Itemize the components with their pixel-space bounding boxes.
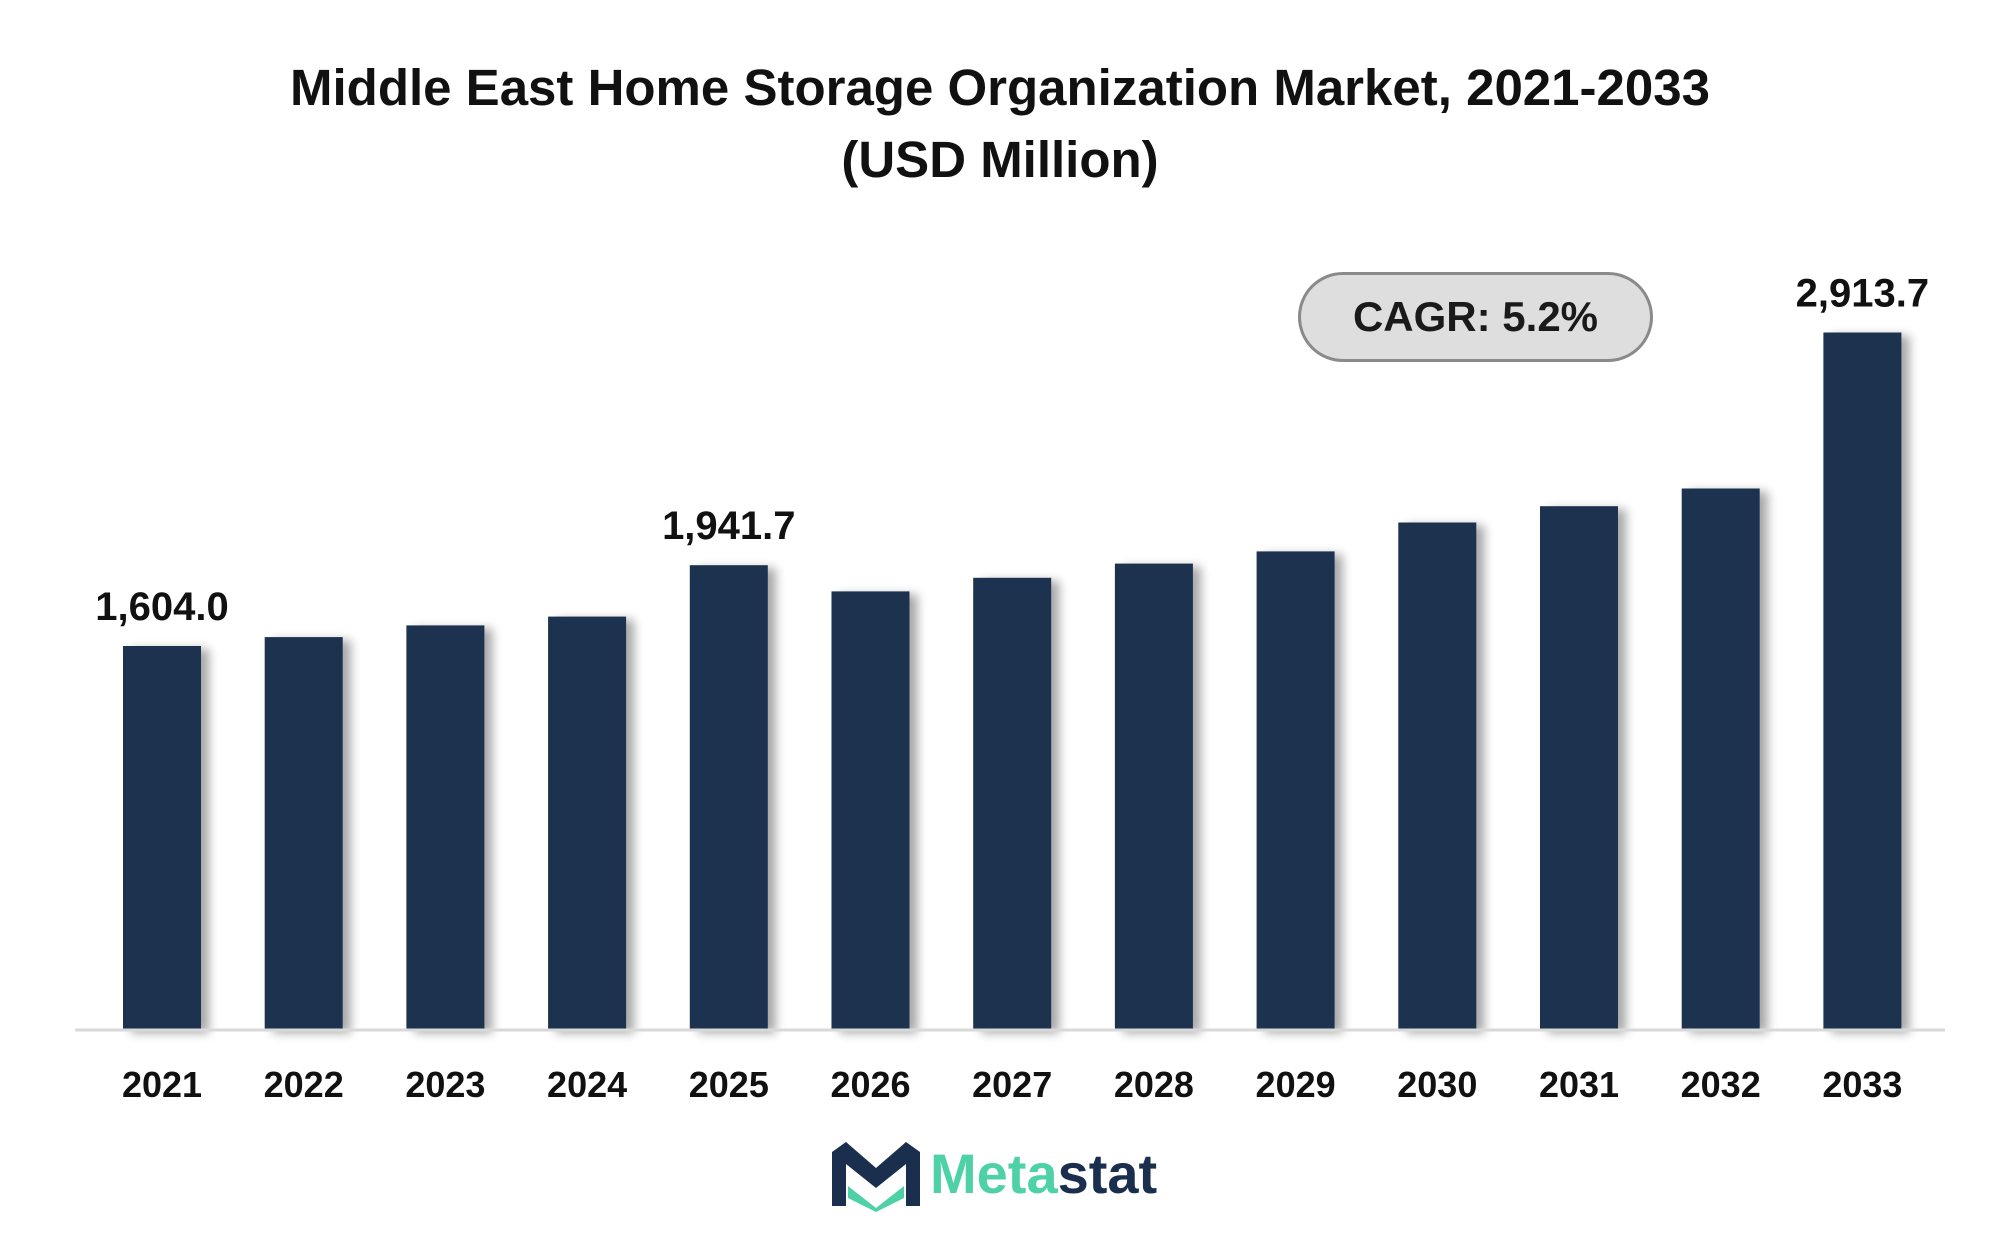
bar-2032 [1681, 488, 1760, 1030]
bar-2023 [406, 625, 485, 1030]
bar-2028 [1114, 563, 1193, 1030]
bar-2024 [548, 616, 627, 1030]
x-tick-label: 2023 [405, 1064, 485, 1105]
x-tick-label: 2024 [547, 1064, 627, 1105]
data-label: 2,913.7 [1796, 272, 1929, 316]
metastat-logo-icon [832, 1142, 920, 1212]
chart-title: Middle East Home Storage Organization Ma… [290, 59, 1710, 116]
bar-2029 [1256, 551, 1335, 1030]
bar-2031 [1540, 506, 1618, 1030]
bar-2033 [1823, 332, 1902, 1030]
bar-2025 [689, 565, 768, 1030]
cagr-badge: CAGR: 5.2% [1298, 272, 1653, 362]
data-label: 1,941.7 [662, 504, 795, 548]
x-tick-label: 2032 [1681, 1064, 1761, 1105]
logo-text-stat: stat [1057, 1142, 1158, 1205]
bar-2022 [264, 637, 343, 1030]
x-tick-label: 2031 [1539, 1064, 1619, 1105]
x-tick-label: 2029 [1256, 1064, 1336, 1105]
chart-subtitle: (USD Million) [841, 131, 1159, 188]
logo-text-meta: Meta [930, 1142, 1058, 1205]
bar-2026 [831, 591, 910, 1030]
x-tick-label: 2021 [122, 1064, 202, 1105]
x-tick-label: 2028 [1114, 1064, 1194, 1105]
bar-2021 [123, 646, 201, 1030]
x-tick-label: 2030 [1397, 1064, 1477, 1105]
x-tick-label: 2026 [830, 1064, 910, 1105]
x-tick-label: 2033 [1822, 1064, 1902, 1105]
bar-2027 [973, 577, 1052, 1030]
x-tick-label: 2022 [264, 1064, 344, 1105]
bar-2030 [1398, 522, 1477, 1030]
x-tick-label: 2027 [972, 1064, 1052, 1105]
x-tick-label: 2025 [689, 1064, 769, 1105]
metastat-logo: Metastat [826, 1136, 1157, 1212]
data-label: 1,604.0 [95, 585, 228, 629]
